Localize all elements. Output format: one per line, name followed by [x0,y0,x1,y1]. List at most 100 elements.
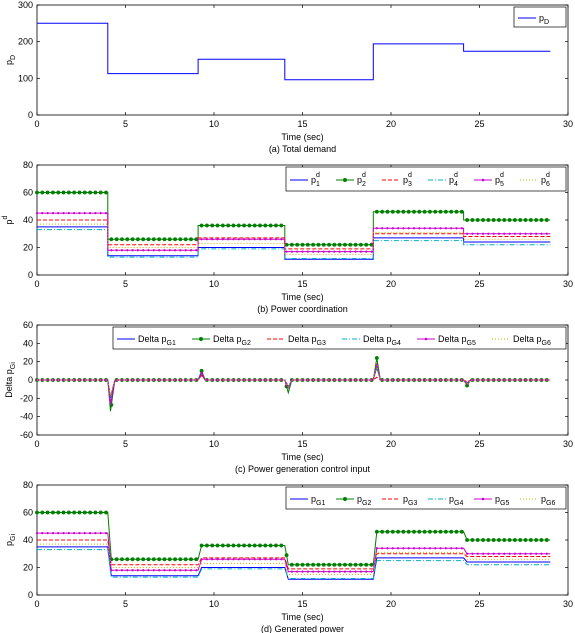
data-point [131,249,134,252]
data-point [402,227,405,230]
x-tick-label: 15 [297,599,307,609]
legend-label: pG4 [449,494,463,507]
data-point [381,227,384,230]
data-point [200,238,203,241]
data-point [279,543,284,548]
data-point [232,558,235,561]
data-point [83,212,86,215]
data-point [178,557,183,562]
series-markers [35,363,548,401]
data-point [370,570,373,573]
data-point [247,223,252,228]
data-point [412,209,417,214]
data-point [173,237,178,242]
data-point [295,242,300,247]
data-point [492,378,495,382]
series-line [37,365,551,396]
data-point [184,249,187,252]
data-point [188,557,193,562]
data-point [273,543,278,548]
data-point [496,217,501,222]
data-point [466,552,469,555]
data-point [365,378,368,382]
data-point [427,209,432,214]
data-point [189,569,193,572]
data-point [460,227,463,230]
data-point [110,569,113,572]
data-point [232,238,235,241]
y-tick-label: 200 [18,37,33,47]
data-point [508,552,511,555]
data-point [46,532,49,535]
data-point [523,538,528,543]
data-point [348,242,353,247]
data-point [195,249,198,252]
data-point [343,570,347,573]
data-point [114,237,119,242]
series-line [37,223,551,255]
data-point [57,532,60,535]
data-point [220,223,225,228]
data-point [89,532,92,535]
data-point [476,552,479,555]
legend-box [285,166,567,192]
data-point [353,562,358,567]
data-point [66,190,71,195]
data-point [407,547,410,550]
data-point [390,209,395,214]
data-point [539,538,544,543]
data-point [364,562,369,567]
data-point [434,378,437,382]
data-point [227,378,230,382]
data-point [142,569,145,572]
data-point [210,543,215,548]
data-point [83,378,86,382]
data-point [104,212,108,215]
data-point [487,378,490,382]
data-point [158,569,161,572]
data-point [110,249,113,252]
legend-marker [343,178,347,182]
data-point [439,227,442,230]
data-point [544,217,549,222]
x-tick-label: 20 [386,599,396,609]
y-tick-label: -20 [20,393,33,403]
data-point [386,547,389,550]
data-point [476,232,479,235]
chart-panel-2: 0 5 10 15 20 25 30 0 20 40 60 80 p1d p2d p3d p4d p5d p6d T… [2,160,573,314]
data-point [285,250,288,253]
data-point [491,538,496,543]
data-point [35,190,40,195]
data-point [333,250,336,253]
data-point [529,378,532,382]
data-point [545,232,548,235]
legend: p1d p2d p3d p4d p5d p6d [285,166,567,192]
data-point [242,238,246,241]
x-tick-label: 5 [123,279,128,289]
data-point [374,356,379,361]
x-tick-label: 0 [34,279,39,289]
data-point [62,378,65,382]
data-point [374,529,379,534]
data-point [126,249,129,252]
data-point [231,223,236,228]
y-axis-label: pd [2,215,14,224]
x-tick-label: 20 [386,119,396,129]
data-point [406,529,411,534]
data-point [104,510,109,515]
data-point [343,250,347,253]
data-point [306,250,309,253]
data-point [204,543,209,548]
data-point [443,529,448,534]
series-line [37,22,551,81]
x-tick-label: 15 [297,119,307,129]
data-point [444,378,447,382]
data-point [508,378,511,382]
data-point [390,529,395,534]
data-point [305,562,310,567]
data-point [135,237,140,242]
data-point [40,510,45,515]
data-point [141,557,146,562]
data-point [528,538,533,543]
data-point [290,378,293,382]
